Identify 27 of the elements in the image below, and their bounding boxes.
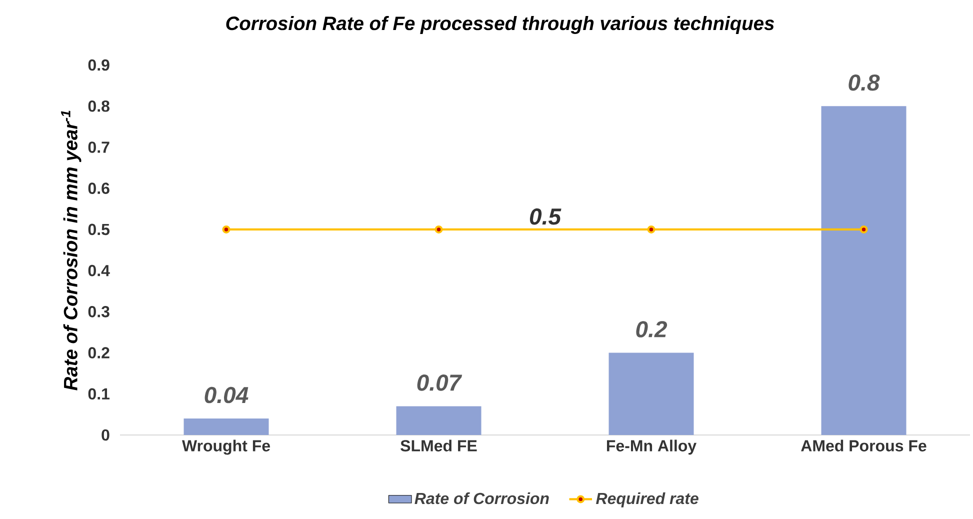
bar <box>821 106 906 435</box>
x-tick-label: Wrought Fe <box>182 440 270 455</box>
data-label: 0.8 <box>848 74 880 91</box>
y-tick-label: 0.8 <box>88 100 110 112</box>
x-tick-label: Fe-Mn Alloy <box>606 440 696 455</box>
y-tick-label: 0.4 <box>88 264 110 276</box>
bar <box>608 352 694 435</box>
y-tick-label: 0.1 <box>88 388 110 400</box>
y-axis-title: Rate of Corrosion in mm year$^{-1}$ <box>61 110 82 390</box>
y-tick-label: 0.5 <box>88 224 110 236</box>
y-tick-label: 0 <box>102 429 110 441</box>
data-label: 0.07 <box>417 374 462 391</box>
y-tick-label: 0.2 <box>88 347 110 358</box>
data-label: 0.04 <box>204 386 248 404</box>
y-tick-label: 0.3 <box>88 306 110 318</box>
bar <box>396 406 482 435</box>
legend-label: Required rate <box>596 492 698 508</box>
y-tick-label: 0.7 <box>88 142 110 153</box>
bar <box>184 418 269 435</box>
data-label: 0.2 <box>636 321 668 338</box>
legend-label: Rate of Corrosion <box>414 492 549 504</box>
x-tick-label: AMed Porous Fe <box>801 440 926 452</box>
chart-title: Corrosion Rate of Fe processed through various techniques <box>226 16 774 34</box>
x-tick-label: SLMed FE <box>400 440 477 452</box>
y-tick-label: 0.6 <box>88 182 110 194</box>
annotation: 0.5 <box>530 208 562 225</box>
y-tick-label: 0.9 <box>88 59 110 71</box>
